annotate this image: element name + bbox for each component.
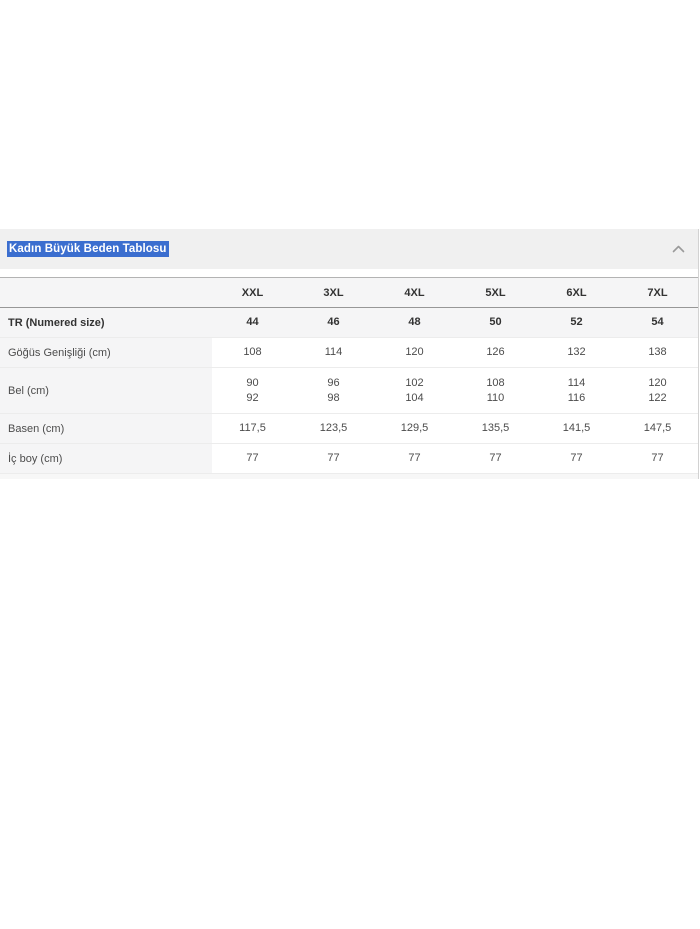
panel-bottom-band xyxy=(0,473,698,479)
row-label: Basen (cm) xyxy=(0,413,212,444)
table-cell: 77 xyxy=(212,443,293,473)
table-cell-value: 92 xyxy=(246,391,259,404)
table-cell-value: 114 xyxy=(567,376,586,389)
table-cell: 54 xyxy=(617,307,698,338)
table-row: TR (Numered size) 44 46 48 50 52 54 xyxy=(0,307,698,338)
table-row: Basen (cm) 117,5 123,5 129,5 135,5 141,5 147,5 xyxy=(0,413,698,444)
table-cell-value: 46 xyxy=(327,316,340,328)
table-cell-value: 126 xyxy=(486,346,505,358)
table-cell-value: 77 xyxy=(327,452,340,464)
table-cell: 108 xyxy=(212,337,293,368)
size-column-header: 3XL xyxy=(293,277,374,308)
table-cell-value: 141,5 xyxy=(562,422,591,434)
table-row: Bel (cm) 90 92 96 98 102 104 108 110 114 116 120 122 xyxy=(0,367,698,414)
table-cell-value: 77 xyxy=(570,452,583,464)
table-cell: 52 xyxy=(536,307,617,338)
table-cell-value: 44 xyxy=(246,316,259,328)
chevron-up-icon[interactable] xyxy=(672,245,685,253)
table-cell: 48 xyxy=(374,307,455,338)
table-cell-value: 147,5 xyxy=(643,422,672,434)
row-label: İç boy (cm) xyxy=(0,443,212,473)
table-cell: 114 xyxy=(293,337,374,368)
table-cell: 77 xyxy=(536,443,617,473)
table-cell-value: 108 xyxy=(243,346,262,358)
table-row: Göğüs Genişliği (cm) 108 114 120 126 132 138 xyxy=(0,337,698,368)
row-label: Bel (cm) xyxy=(0,367,212,414)
size-column-header: 4XL xyxy=(374,277,455,308)
size-column-header: XXL xyxy=(212,277,293,308)
table-cell: 114 116 xyxy=(536,367,617,414)
row-label: TR (Numered size) xyxy=(0,307,212,338)
table-cell: 90 92 xyxy=(212,367,293,414)
table-cell-value: 52 xyxy=(570,316,583,328)
table-cell: 108 110 xyxy=(455,367,536,414)
table-cell-value: 77 xyxy=(246,452,259,464)
table-cell: 50 xyxy=(455,307,536,338)
row-label: Göğüs Genişliği (cm) xyxy=(0,337,212,368)
header-table-gap xyxy=(0,269,698,277)
size-header-row: XXL 3XL 4XL 5XL 6XL 7XL xyxy=(0,277,698,308)
table-cell: 46 xyxy=(293,307,374,338)
table-cell-value: 77 xyxy=(651,452,664,464)
table-cell-value: 122 xyxy=(648,391,667,404)
table-cell: 126 xyxy=(455,337,536,368)
table-cell-value: 123,5 xyxy=(319,422,348,434)
table-cell: 102 104 xyxy=(374,367,455,414)
table-cell-value: 102 xyxy=(405,376,424,389)
table-cell-value: 132 xyxy=(567,346,586,358)
table-cell-value: 114 xyxy=(324,346,343,358)
table-cell: 129,5 xyxy=(374,413,455,444)
table-cell-value: 120 xyxy=(648,376,667,389)
table-cell: 147,5 xyxy=(617,413,698,444)
table-cell-value: 50 xyxy=(489,316,502,328)
table-cell: 135,5 xyxy=(455,413,536,444)
table-cell: 77 xyxy=(293,443,374,473)
table-cell-value: 135,5 xyxy=(481,422,510,434)
table-cell-value: 104 xyxy=(405,391,424,404)
size-column-header: 6XL xyxy=(536,277,617,308)
table-cell-value: 48 xyxy=(408,316,421,328)
table-cell-value: 108 xyxy=(486,376,505,389)
table-cell-value: 96 xyxy=(327,376,340,389)
table-cell-value: 77 xyxy=(489,452,502,464)
table-cell-value: 110 xyxy=(486,391,505,404)
accordion-title: Kadın Büyük Beden Tablosu xyxy=(7,241,169,257)
table-cell: 120 xyxy=(374,337,455,368)
table-cell: 138 xyxy=(617,337,698,368)
size-table: XXL 3XL 4XL 5XL 6XL 7XL TR (Numered size) 44 46… xyxy=(0,277,698,473)
table-cell-value: 90 xyxy=(246,376,259,389)
table-cell-value: 129,5 xyxy=(400,422,429,434)
table-cell: 117,5 xyxy=(212,413,293,444)
table-row: İç boy (cm) 77 77 77 77 77 77 xyxy=(0,443,698,473)
table-cell-value: 117,5 xyxy=(239,422,266,434)
table-cell: 132 xyxy=(536,337,617,368)
table-cell: 141,5 xyxy=(536,413,617,444)
table-cell-value: 138 xyxy=(648,346,667,358)
size-table-head: XXL 3XL 4XL 5XL 6XL 7XL xyxy=(0,277,698,308)
table-cell-value: 54 xyxy=(651,316,664,328)
table-cell: 120 122 xyxy=(617,367,698,414)
size-column-header: 5XL xyxy=(455,277,536,308)
size-table-body: TR (Numered size) 44 46 48 50 52 54 Göğüs Geniş… xyxy=(0,307,698,473)
size-column-header: 7XL xyxy=(617,277,698,308)
table-cell: 123,5 xyxy=(293,413,374,444)
table-cell: 77 xyxy=(374,443,455,473)
table-cell-value: 77 xyxy=(408,452,421,464)
table-cell-value: 116 xyxy=(567,391,586,404)
table-cell: 77 xyxy=(617,443,698,473)
table-cell: 77 xyxy=(455,443,536,473)
table-cell: 44 xyxy=(212,307,293,338)
table-cell-value: 98 xyxy=(327,391,340,404)
accordion-header[interactable]: Kadın Büyük Beden Tablosu xyxy=(0,229,698,269)
size-table-corner-cell xyxy=(0,277,212,308)
table-cell: 96 98 xyxy=(293,367,374,414)
size-chart-panel: Kadın Büyük Beden Tablosu XXL 3XL 4XL 5XL 6X… xyxy=(0,229,699,479)
table-cell-value: 120 xyxy=(405,346,424,358)
